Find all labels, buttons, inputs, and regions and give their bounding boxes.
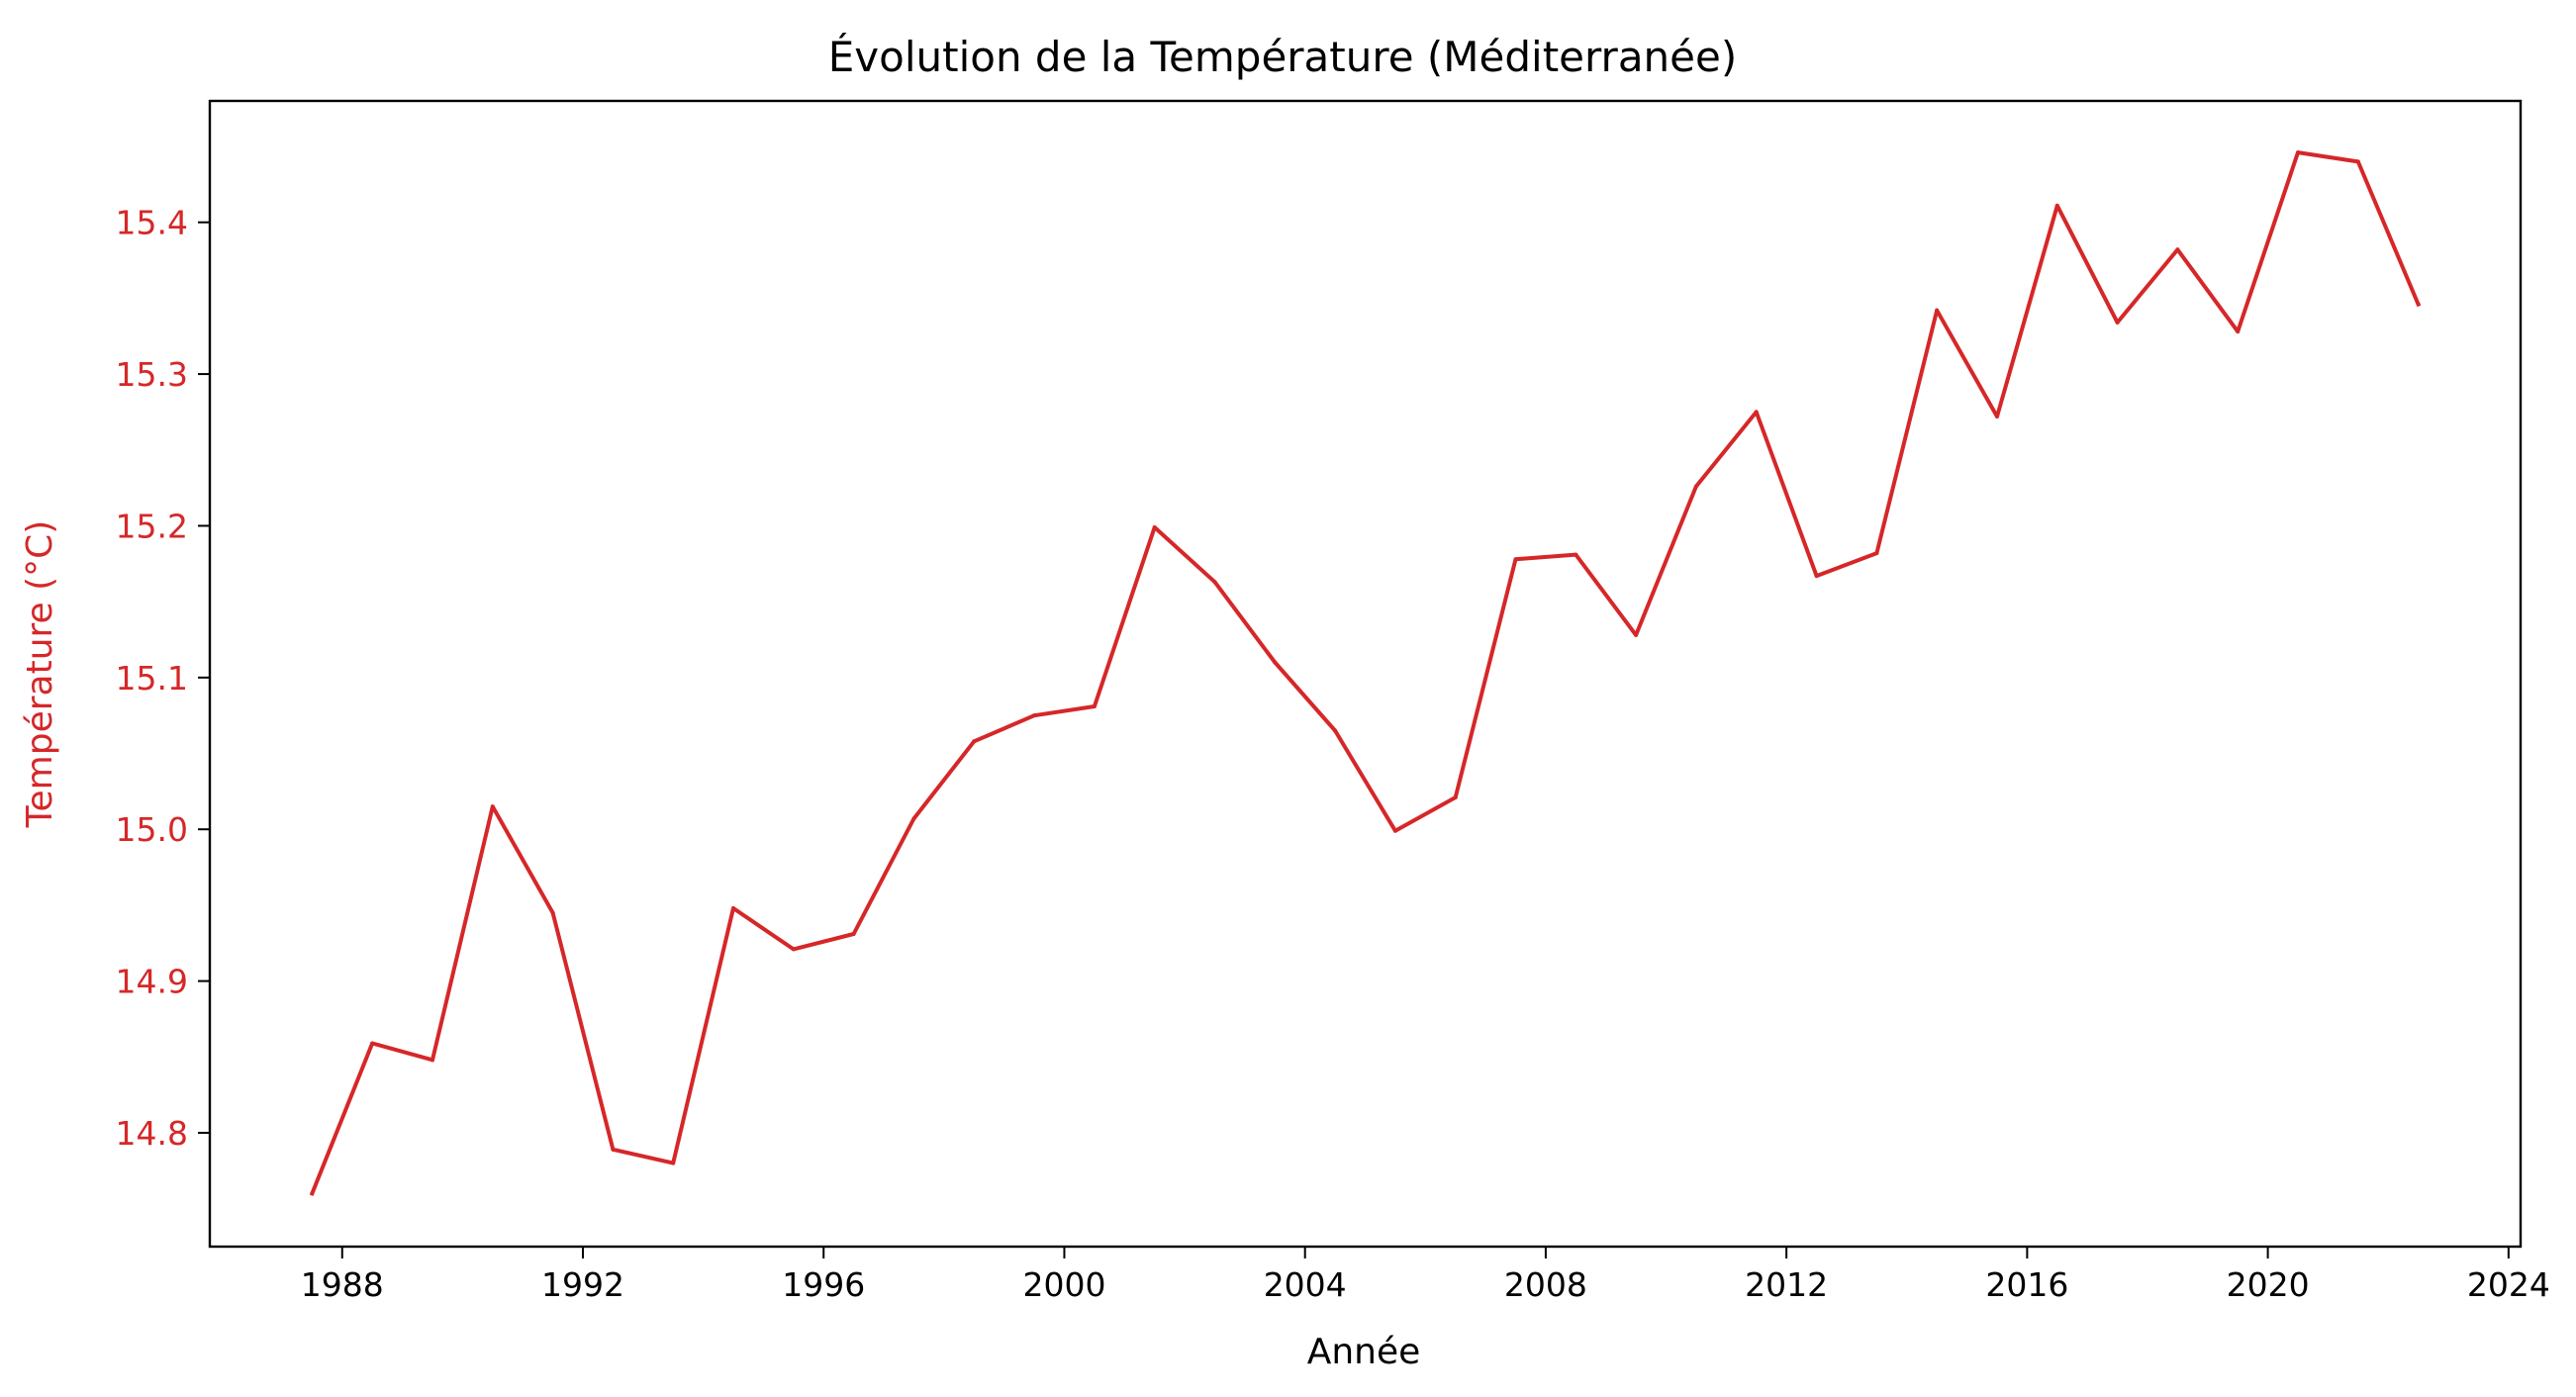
- data-point: [731, 905, 736, 910]
- data-point: [1754, 410, 1759, 415]
- data-point: [1392, 828, 1397, 833]
- data-point: [1152, 524, 1157, 529]
- data-point: [671, 1161, 676, 1165]
- data-point: [1333, 728, 1338, 733]
- x-tick-label: 1988: [301, 1265, 384, 1304]
- y-tick-label: 15.1: [116, 659, 188, 698]
- data-point: [429, 1058, 434, 1063]
- series-layer: [309, 150, 2422, 1196]
- data-point: [1574, 552, 1578, 557]
- x-tick-label: 2008: [1504, 1265, 1587, 1304]
- data-point: [791, 947, 796, 952]
- y-tick-label: 14.8: [116, 1114, 188, 1153]
- x-tick-label: 2012: [1745, 1265, 1828, 1304]
- data-point: [972, 739, 977, 744]
- x-tick-label: 1992: [541, 1265, 624, 1304]
- x-tick-label: 2000: [1022, 1265, 1105, 1304]
- data-point: [1874, 551, 1879, 556]
- data-point: [1935, 308, 1940, 313]
- data-point: [1032, 713, 1037, 718]
- data-point: [2355, 159, 2360, 164]
- data-point: [1092, 703, 1097, 708]
- data-point: [310, 1191, 315, 1196]
- x-tick-label: 2016: [1985, 1265, 2068, 1304]
- y-tick-label: 15.3: [116, 355, 188, 394]
- data-point: [1634, 632, 1639, 637]
- data-point: [490, 804, 495, 809]
- data-point: [2236, 329, 2241, 334]
- temperature-series-line: [309, 150, 2422, 1196]
- data-point: [550, 910, 555, 915]
- data-point: [1212, 580, 1217, 585]
- data-point: [1693, 484, 1698, 489]
- chart-title: Évolution de la Température (Méditerrané…: [828, 32, 1738, 81]
- data-point: [2054, 203, 2059, 208]
- y-axis-label: Température (°C): [20, 520, 60, 829]
- x-tick-label: 2020: [2227, 1265, 2310, 1304]
- plot-frame: [208, 99, 2523, 1249]
- y-tick-label: 15.2: [116, 507, 188, 545]
- data-point: [1814, 574, 1819, 579]
- data-point: [1994, 415, 1999, 419]
- y-tick-label: 15.0: [116, 810, 188, 849]
- data-point: [370, 1041, 375, 1046]
- data-point: [2296, 150, 2301, 155]
- y-axis-ticks: 14.8 14.9 15.0 15.1 15.2 15.3 15.4: [116, 204, 210, 1153]
- data-point: [2115, 320, 2120, 325]
- x-tick-label: 2004: [1264, 1265, 1347, 1304]
- data-point: [2175, 247, 2180, 252]
- data-point: [1273, 660, 1278, 665]
- x-tick-label: 2024: [2467, 1265, 2550, 1304]
- data-point: [1513, 557, 1518, 562]
- data-point: [611, 1147, 616, 1152]
- y-tick-label: 15.4: [116, 204, 188, 242]
- x-axis-ticks: 1988 1992 1996 2000 2004 2008 2012 2016 2020 2024: [301, 1247, 2550, 1304]
- y-tick-label: 14.9: [116, 963, 188, 1001]
- data-point: [911, 816, 916, 821]
- data-point: [1453, 795, 1458, 800]
- x-axis-label: Année: [1307, 1332, 1421, 1372]
- data-point: [851, 932, 856, 937]
- x-tick-label: 1996: [782, 1265, 865, 1304]
- data-point: [2416, 302, 2421, 307]
